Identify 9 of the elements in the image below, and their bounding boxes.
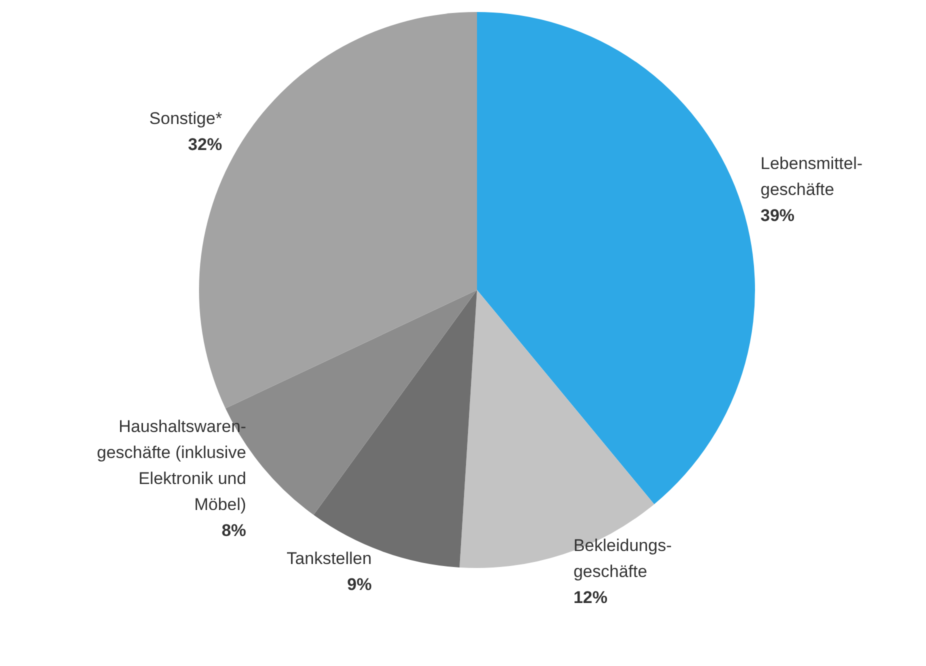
slice-label: Bekleidungs- geschäfte bbox=[573, 536, 672, 582]
data-label: 8% bbox=[222, 521, 246, 540]
slice-label: Lebensmittel- geschäfte bbox=[760, 154, 863, 200]
slice-label: Sonstige* bbox=[149, 108, 222, 128]
data-label: 9% bbox=[347, 575, 372, 594]
data-label: 12% bbox=[573, 588, 608, 608]
data-label: 39% bbox=[760, 206, 795, 226]
data-label: 32% bbox=[188, 134, 222, 154]
slice-label: Tankstellen bbox=[286, 549, 372, 568]
